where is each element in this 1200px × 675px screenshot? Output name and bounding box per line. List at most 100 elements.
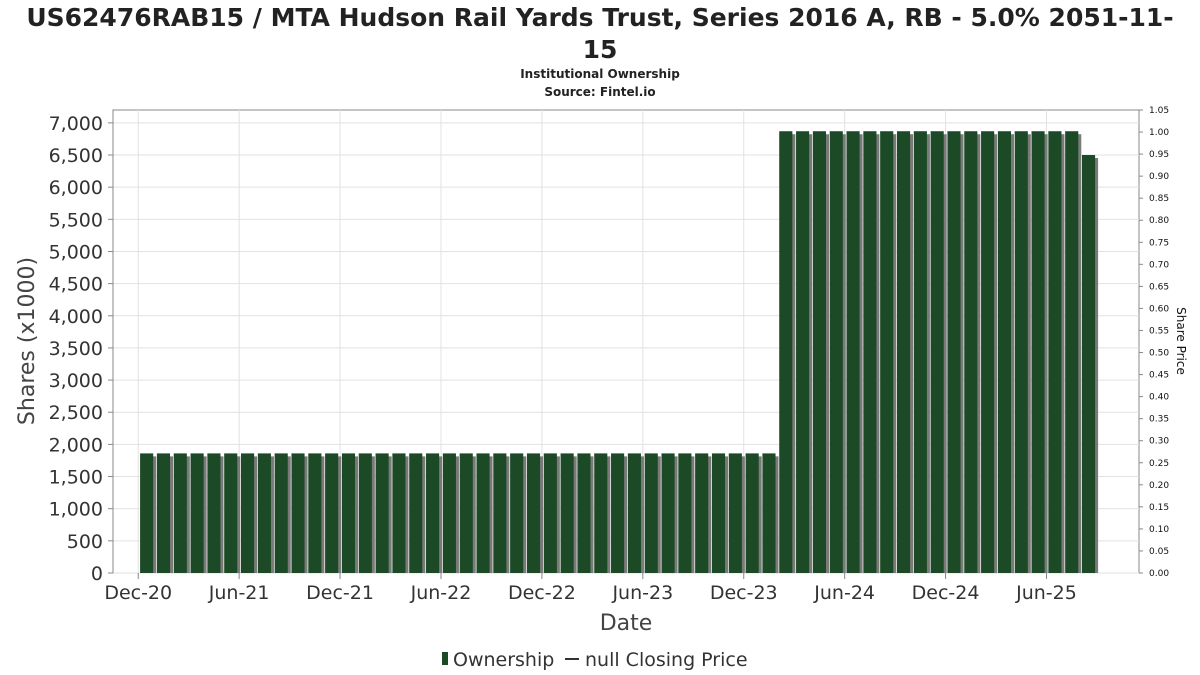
y-right-tick-label: 1.00: [1149, 128, 1169, 138]
chart-title: US62476RAB15 / MTA Hudson Rail Yards Tru…: [0, 2, 1200, 66]
ownership-bar: [308, 453, 322, 573]
ownership-bar: [224, 453, 238, 573]
y-right-tick-label: 0.30: [1149, 437, 1169, 447]
x-tick-label: Dec-23: [710, 582, 778, 604]
ownership-bar: [1048, 131, 1062, 574]
ownership-bar: [459, 453, 473, 573]
ownership-bar: [594, 453, 608, 573]
y-tick-label: 7,000: [49, 113, 103, 135]
ownership-bar: [930, 131, 944, 574]
ownership-bar: [644, 453, 658, 573]
ownership-bar: [274, 453, 288, 573]
y-right-tick-label: 0.40: [1149, 393, 1169, 403]
y-tick-label: 1,500: [49, 467, 103, 489]
x-axis-title: Date: [600, 611, 653, 636]
ownership-bar: [981, 131, 995, 574]
y-right-tick-label: 1.05: [1149, 106, 1169, 116]
ownership-bar: [711, 453, 726, 573]
x-tick-label: Dec-24: [912, 582, 980, 604]
y-tick-label: 2,500: [49, 402, 103, 424]
ownership-bar: [493, 453, 507, 573]
ownership-bar: [913, 131, 927, 574]
ownership-bar: [240, 453, 255, 573]
x-tick-label: Dec-20: [104, 582, 172, 604]
y-tick-label: 3,000: [49, 370, 103, 392]
ownership-bar: [577, 453, 591, 573]
ownership-bar: [409, 453, 423, 573]
ownership-bar: [426, 453, 440, 573]
ownership-bar: [661, 453, 675, 573]
y-right-tick-label: 0.15: [1149, 503, 1169, 513]
ownership-bar: [476, 453, 490, 573]
ownership-bar: [779, 131, 793, 574]
ownership-bar: [560, 453, 574, 573]
y-tick-label: 500: [67, 531, 103, 553]
ownership-bar: [291, 453, 305, 573]
y-right-tick-label: 0.90: [1149, 172, 1169, 182]
ownership-bar: [745, 453, 759, 573]
y-axis-title: Shares (x1000): [15, 257, 40, 425]
x-tick-label: Jun-25: [1015, 582, 1077, 604]
y-tick-label: 1,000: [49, 499, 103, 521]
ownership-bar: [1014, 131, 1028, 574]
ownership-bar: [207, 453, 221, 573]
legend-ownership-label: Ownership: [453, 649, 554, 671]
y-right-tick-label: 0.25: [1149, 459, 1169, 469]
x-tick-label: Jun-24: [813, 582, 875, 604]
ownership-bar: [627, 453, 641, 573]
bars-group: [140, 131, 1099, 574]
ownership-bar: [846, 131, 860, 574]
chart-title-line-1: US62476RAB15 / MTA Hudson Rail Yards Tru…: [26, 3, 1174, 32]
y-right-tick-label: 0.20: [1149, 481, 1169, 491]
ownership-bar: [140, 453, 154, 573]
ownership-bar: [392, 453, 406, 573]
ownership-bar: [947, 131, 961, 574]
y-right-tick-label: 0.65: [1149, 282, 1169, 292]
y-tick-label: 5,500: [49, 209, 103, 231]
ownership-bar: [156, 453, 171, 573]
ownership-bar: [358, 453, 372, 573]
y-tick-label: 6,500: [49, 145, 103, 167]
x-tick-label: Dec-21: [306, 582, 374, 604]
y-right-tick-label: 0.70: [1149, 260, 1169, 270]
y-tick-label: 4,000: [49, 306, 103, 328]
ownership-bar: [678, 453, 692, 573]
ownership-bar: [543, 453, 557, 573]
ownership-bar: [611, 453, 625, 573]
y-tick-label: 2,000: [49, 434, 103, 456]
x-tick-label: Jun-21: [208, 582, 270, 604]
ownership-bar: [1081, 155, 1096, 573]
y-right-tick-label: 0.35: [1149, 415, 1169, 425]
y-right-tick-label: 0.50: [1149, 349, 1169, 359]
y-tick-label: 4,500: [49, 274, 103, 296]
y-right-tick-label: 0.95: [1149, 150, 1169, 160]
y-right-tick-label: 0.45: [1149, 371, 1169, 381]
ownership-bar: [173, 453, 187, 573]
ownership-bar: [812, 131, 826, 574]
ownership-bar: [257, 453, 271, 573]
ownership-bar: [880, 131, 894, 574]
chart-source: Source: Fintel.io: [544, 85, 656, 99]
y-right-tick-label: 0.55: [1149, 326, 1169, 336]
x-tick-label: Dec-22: [508, 582, 576, 604]
ownership-bar: [728, 453, 742, 573]
ownership-bar: [997, 131, 1012, 574]
legend: Ownership null Closing Price: [442, 649, 748, 671]
ownership-bar: [375, 453, 389, 573]
y-right-tick-label: 0.00: [1149, 569, 1169, 579]
y-tick-label: 5,000: [49, 241, 103, 263]
ownership-bar: [863, 131, 877, 574]
legend-closing-price-label: null Closing Price: [585, 649, 748, 671]
chart-title-line-2: 15: [582, 35, 618, 64]
y-right-tick-label: 0.75: [1149, 238, 1169, 248]
ownership-bar: [796, 131, 810, 574]
ownership-bar: [1065, 131, 1079, 574]
x-tick-label: Jun-23: [611, 582, 673, 604]
ownership-bar: [896, 131, 911, 574]
y-right-tick-label: 0.85: [1149, 194, 1169, 204]
ownership-bar: [1031, 131, 1045, 574]
y-right-tick-label: 0.60: [1149, 304, 1169, 314]
y-right-tick-label: 0.10: [1149, 525, 1169, 535]
y-right-tick-label: 0.80: [1149, 216, 1169, 226]
